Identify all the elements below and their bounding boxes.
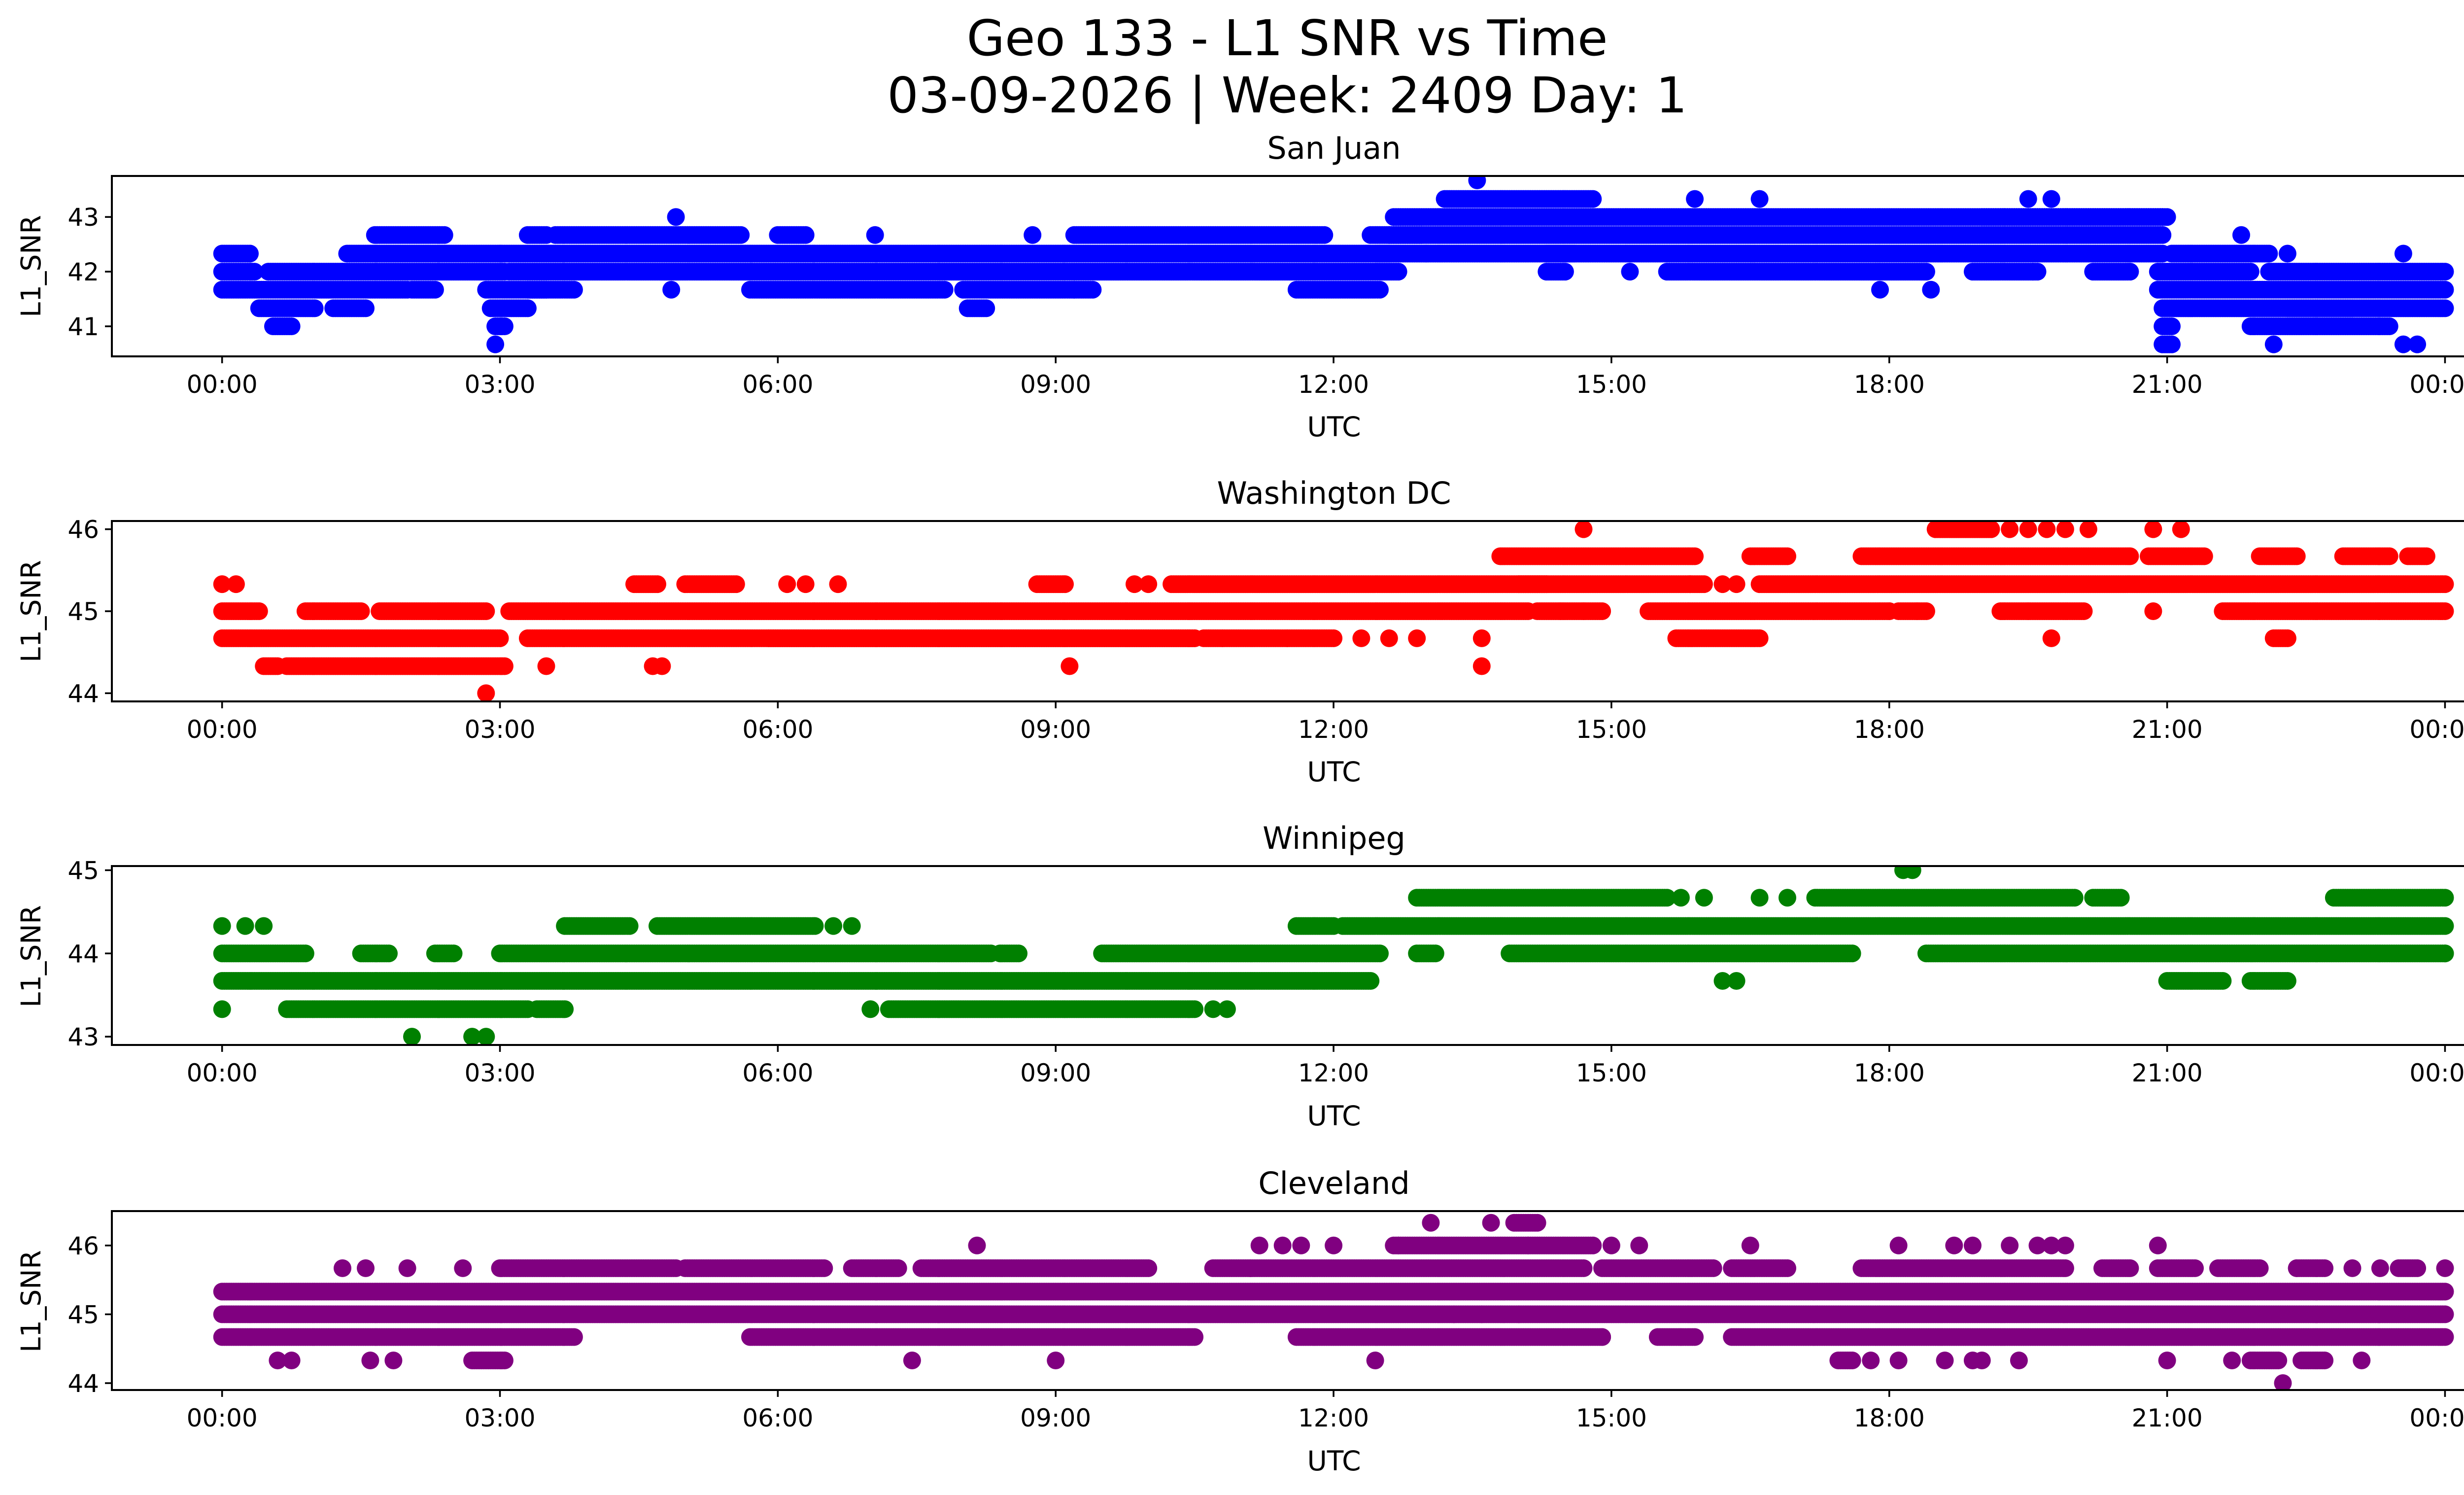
- chart-subtitle: 03-09-2026 | Week: 2409 Day: 1: [887, 67, 1687, 124]
- data-point: [1556, 263, 1574, 281]
- data-point: [2380, 317, 2398, 335]
- data-point: [1389, 263, 1407, 281]
- x-axis-label: UTC: [1307, 411, 1361, 443]
- data-point: [241, 244, 259, 263]
- data-point: [2154, 226, 2172, 244]
- data-point: [352, 602, 370, 620]
- data-point: [2436, 263, 2454, 281]
- data-point: [649, 575, 666, 593]
- y-axis-label: L1_SNR: [15, 560, 47, 662]
- x-tick-label: 15:00: [1576, 370, 1647, 399]
- data-point: [495, 317, 513, 335]
- data-point: [1065, 280, 1083, 299]
- data-point: [977, 299, 995, 317]
- data-point: [1922, 280, 1940, 299]
- data-point: [1565, 244, 1583, 263]
- data-point: [518, 299, 537, 317]
- scatter-points: [213, 176, 2454, 353]
- data-point: [1325, 629, 1343, 647]
- data-point: [2394, 244, 2412, 263]
- x-tick-label: 09:00: [1020, 370, 1091, 399]
- data-point: [426, 280, 444, 299]
- x-tick-label: 00:00: [2409, 370, 2464, 399]
- data-point: [495, 657, 513, 675]
- data-point: [2121, 263, 2139, 281]
- x-tick-label: 03:00: [464, 370, 535, 399]
- panel-san-juan: San Juan L1_SNR UTC 41 42 43 00:00 03:00 06:0…: [15, 130, 2464, 443]
- y-tick-label: 43: [68, 203, 99, 232]
- x-tick-label: 00:00: [187, 370, 258, 399]
- data-point: [357, 299, 375, 317]
- data-point: [1621, 263, 1639, 281]
- data-point: [1917, 263, 1935, 281]
- data-point: [2241, 263, 2259, 281]
- data-point: [2278, 244, 2296, 263]
- data-point: [2154, 208, 2172, 226]
- data-point: [2408, 335, 2427, 353]
- data-point: [2163, 335, 2181, 353]
- data-point: [1084, 280, 1102, 299]
- data-point: [477, 602, 495, 620]
- data-point: [2436, 299, 2454, 317]
- data-point: [565, 280, 583, 299]
- data-point: [2019, 190, 2037, 208]
- panel-title: Washington DC: [1217, 475, 1451, 511]
- data-point: [245, 263, 264, 281]
- data-point: [866, 226, 884, 244]
- data-point: [306, 299, 324, 317]
- data-point: [2232, 226, 2250, 244]
- data-point: [2343, 299, 2361, 317]
- data-point: [2024, 263, 2042, 281]
- chart-title: Geo 133 - L1 SNR vs Time: [967, 9, 1608, 67]
- data-point: [1871, 280, 1889, 299]
- x-tick-label: 21:00: [2132, 370, 2203, 399]
- data-point: [2264, 335, 2283, 353]
- data-point: [435, 226, 453, 244]
- data-point: [250, 602, 268, 620]
- x-tick-label: 06:00: [742, 370, 813, 399]
- data-point: [1024, 226, 1042, 244]
- data-point: [1417, 244, 1435, 263]
- data-point: [2436, 280, 2454, 299]
- data-point: [1371, 280, 1389, 299]
- data-point: [2163, 317, 2181, 335]
- x-tick-label: 12:00: [1298, 370, 1369, 399]
- y-tick-label: 41: [68, 313, 99, 341]
- data-point: [491, 629, 509, 647]
- data-point: [2042, 190, 2060, 208]
- data-point: [269, 657, 287, 675]
- data-point: [2260, 244, 2278, 263]
- data-point: [1315, 226, 1334, 244]
- data-point: [796, 226, 815, 244]
- data-point: [935, 280, 954, 299]
- y-axis-label: L1_SNR: [15, 215, 47, 317]
- panel-title: San Juan: [1267, 130, 1401, 166]
- data-point: [667, 208, 685, 226]
- data-point: [662, 280, 681, 299]
- data-point: [2394, 335, 2412, 353]
- data-point: [1750, 190, 1769, 208]
- x-axis-label: UTC: [1307, 756, 1361, 788]
- data-point: [282, 317, 301, 335]
- data-point: [727, 575, 745, 593]
- x-tick-label: 18:00: [1854, 370, 1925, 399]
- scatter-points: [213, 521, 2454, 701]
- data-point: [1686, 190, 1704, 208]
- y-tick-label: 42: [68, 258, 99, 286]
- data-point: [486, 335, 505, 353]
- data-point: [1584, 190, 1602, 208]
- data-point: [1468, 176, 1486, 189]
- data-point: [732, 226, 750, 244]
